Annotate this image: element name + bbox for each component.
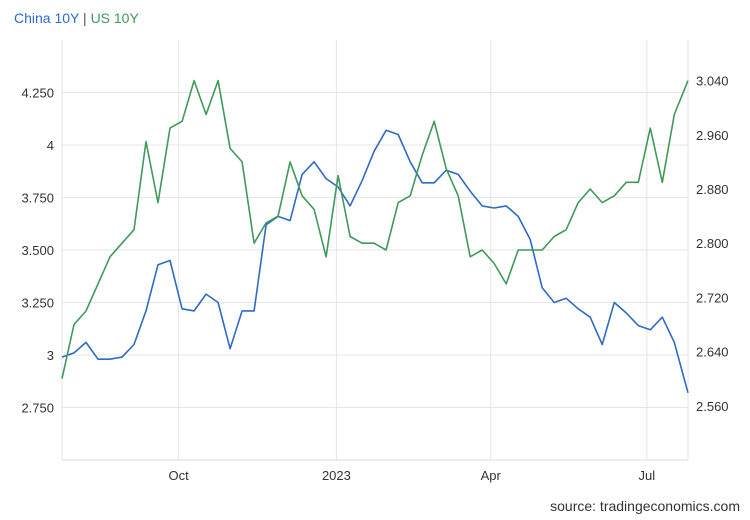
x-axis-ticks: Oct 2023 Apr Jul (169, 468, 656, 483)
legend-separator: | (83, 10, 87, 26)
left-tick-label: 2.750 (21, 401, 54, 416)
right-tick-label: 2.560 (696, 399, 729, 414)
right-axis-ticks: 2.560 2.640 2.720 2.800 2.880 2.960 3.040 (696, 74, 729, 414)
right-tick-label: 3.040 (696, 74, 729, 89)
left-tick-label: 3.250 (21, 296, 54, 311)
series-lines (61, 79, 689, 394)
legend-china-10y[interactable]: China 10Y (14, 10, 80, 26)
right-tick-label: 2.960 (696, 128, 729, 143)
right-tick-label: 2.640 (696, 345, 729, 360)
source-label: source: tradingeconomics.com (550, 498, 740, 514)
left-tick-label: 4 (47, 138, 54, 153)
x-tick-label: Oct (169, 468, 190, 483)
series-line-us-10y[interactable] (61, 79, 689, 379)
right-tick-label: 2.720 (696, 290, 729, 305)
x-tick-label: Jul (639, 468, 656, 483)
x-tick-label: Apr (481, 468, 502, 483)
x-tick-label: 2023 (322, 468, 351, 483)
gridlines (61, 40, 689, 461)
series-line-china-10y[interactable] (61, 129, 689, 394)
right-tick-label: 2.800 (696, 236, 729, 251)
left-tick-label: 3.750 (21, 191, 54, 206)
right-tick-label: 2.880 (696, 182, 729, 197)
legend-us-10y[interactable]: US 10Y (90, 10, 139, 26)
legend: China 10Y | US 10Y (14, 10, 139, 26)
left-tick-label: 4.250 (21, 86, 54, 101)
left-tick-label: 3 (47, 348, 54, 363)
left-tick-label: 3.500 (21, 243, 54, 258)
left-axis-ticks: 2.750 3 3.250 3.500 3.750 4 4.250 (21, 86, 54, 416)
